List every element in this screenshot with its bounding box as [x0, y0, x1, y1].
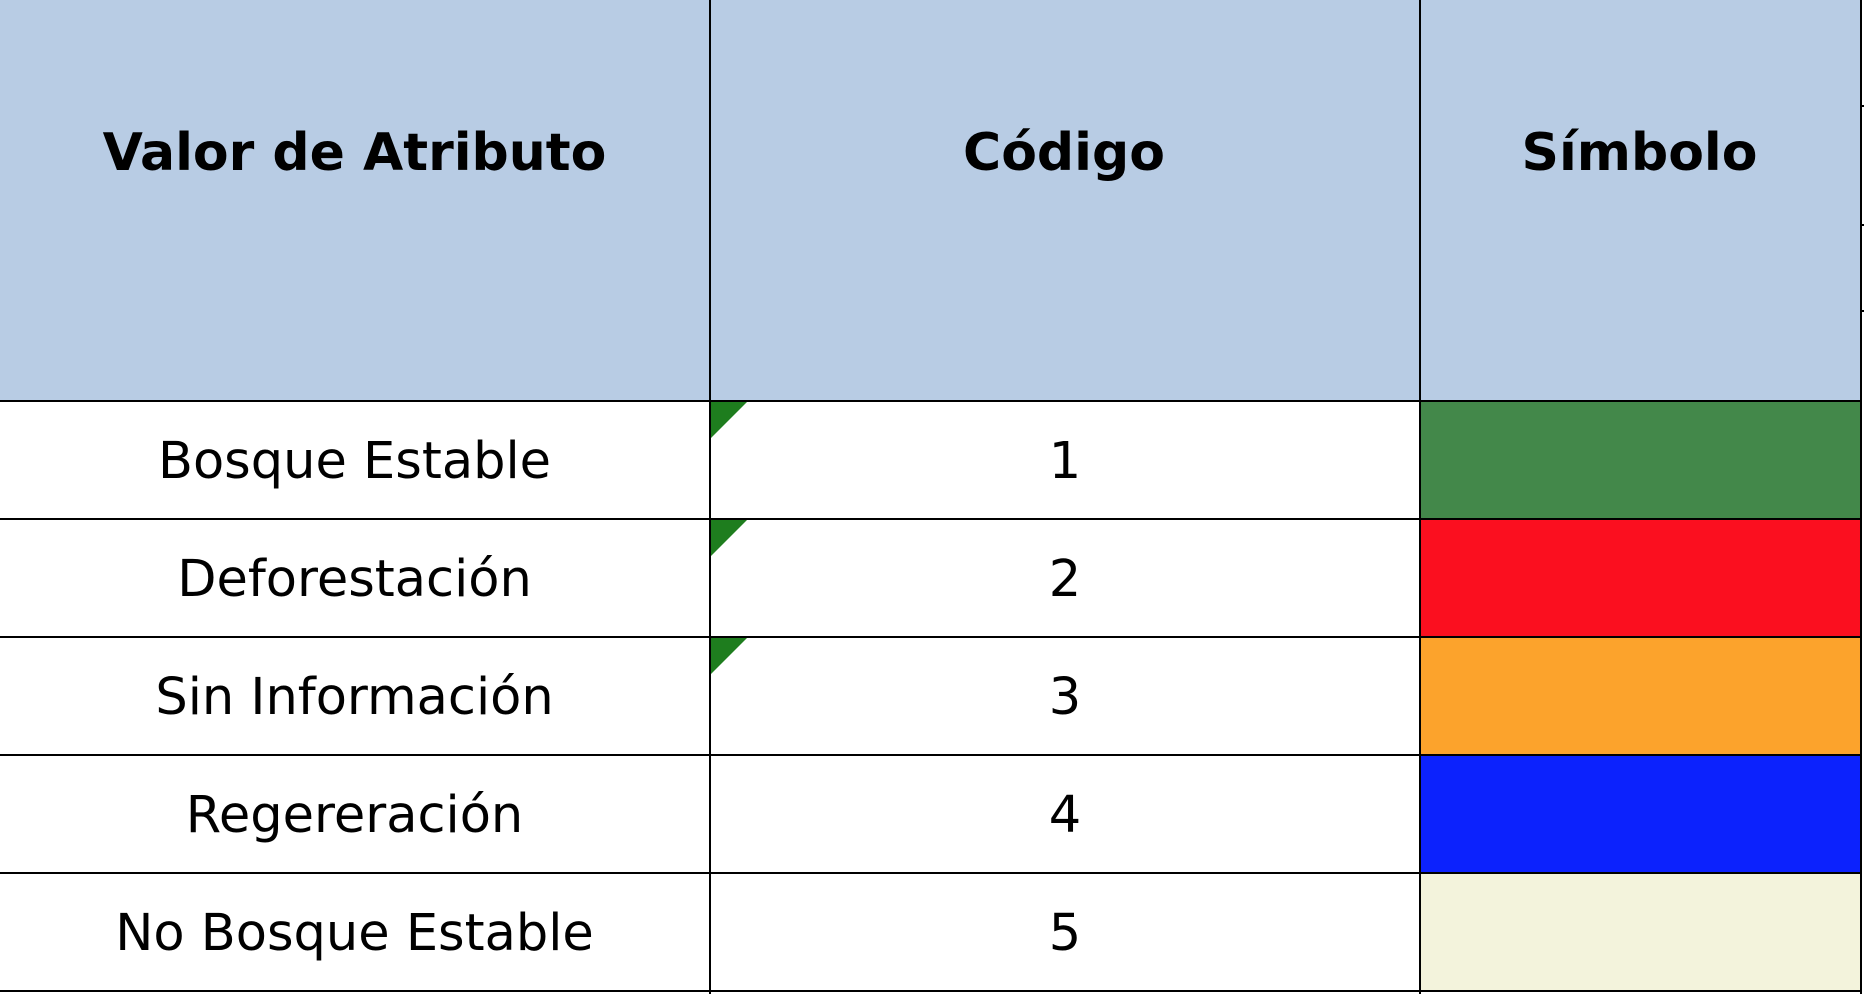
grid-line-vertical — [1419, 0, 1421, 994]
grid-line-horizontal — [0, 400, 1862, 402]
table-row-1-code[interactable]: 1 — [711, 402, 1419, 520]
table-row-3-symbol-swatch[interactable] — [1421, 638, 1860, 756]
grid-line-horizontal — [0, 990, 1862, 992]
table-row-4-code[interactable]: 4 — [711, 756, 1419, 874]
table-row-1-attribute[interactable]: Bosque Estable — [0, 402, 709, 520]
grid-line-horizontal — [0, 754, 1862, 756]
cell-note-indicator-icon — [711, 402, 747, 438]
table-row-2-attribute[interactable]: Deforestación — [0, 520, 709, 638]
table-row-2-symbol-swatch[interactable] — [1421, 520, 1860, 638]
grid-line-vertical — [1860, 0, 1862, 994]
table-row-4-attribute[interactable]: Regereración — [0, 756, 709, 874]
grid-line-stub — [1860, 224, 1864, 226]
table-row-3-attribute[interactable]: Sin Información — [0, 638, 709, 756]
table-row-5-attribute[interactable]: No Bosque Estable — [0, 874, 709, 992]
header-cell-attribute[interactable]: Valor de Atributo — [0, 0, 709, 400]
header-attribute-label: Valor de Atributo — [102, 123, 607, 183]
grid-line-horizontal — [0, 872, 1862, 874]
grid-line-vertical — [709, 0, 711, 994]
grid-line-horizontal — [0, 636, 1862, 638]
header-cell-code[interactable]: Código — [709, 0, 1419, 400]
header-symbol-label: Símbolo — [1521, 123, 1758, 183]
header-code-label: Código — [963, 123, 1165, 183]
table-row-4-symbol-swatch[interactable] — [1421, 756, 1860, 874]
cell-note-indicator-icon — [711, 638, 747, 674]
grid-line-stub — [1860, 310, 1864, 312]
table-row-5-symbol-swatch[interactable] — [1421, 874, 1860, 992]
header-cell-symbol[interactable]: Símbolo — [1419, 0, 1860, 400]
table-row-1-symbol-swatch[interactable] — [1421, 402, 1860, 520]
cell-note-indicator-icon — [711, 520, 747, 556]
grid-line-stub — [1860, 105, 1864, 107]
table-row-2-code[interactable]: 2 — [711, 520, 1419, 638]
table-row-3-code[interactable]: 3 — [711, 638, 1419, 756]
grid-line-horizontal — [0, 518, 1862, 520]
table-row-5-code[interactable]: 5 — [711, 874, 1419, 992]
